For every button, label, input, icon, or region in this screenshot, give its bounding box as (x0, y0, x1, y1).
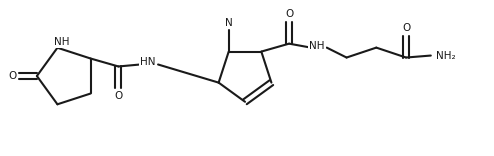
Text: N: N (225, 18, 233, 28)
Text: O: O (402, 23, 410, 33)
Text: NH: NH (54, 37, 69, 47)
Text: HN: HN (140, 56, 156, 66)
Text: NH: NH (309, 41, 325, 51)
Text: O: O (285, 9, 293, 19)
Text: O: O (114, 91, 123, 101)
Text: NH₂: NH₂ (436, 51, 455, 61)
Text: O: O (8, 71, 16, 81)
